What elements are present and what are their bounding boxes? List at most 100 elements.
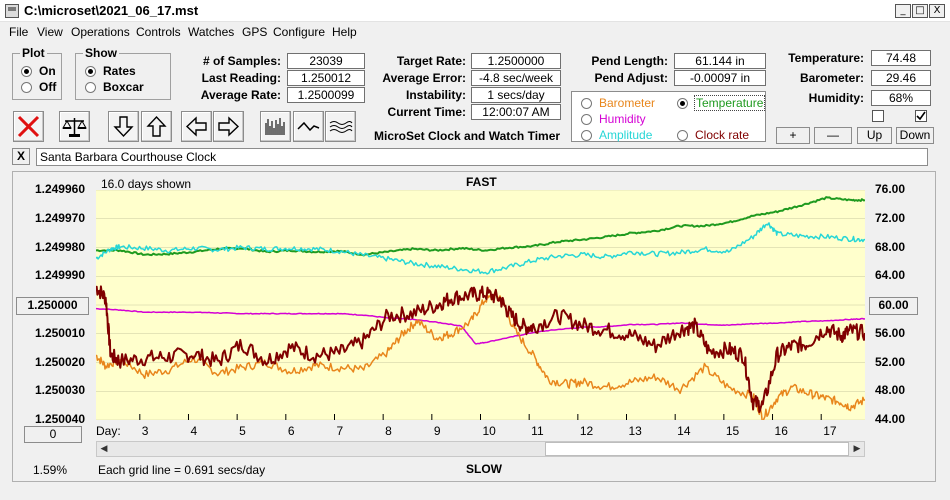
- checkbox-right[interactable]: [915, 110, 927, 122]
- x-tick-label: 5: [239, 424, 246, 438]
- y-left-tick-label: 1.250040: [34, 412, 85, 426]
- x-tick-label: 14: [677, 424, 691, 438]
- slow-label: SLOW: [466, 462, 502, 476]
- y-right-tick-label: 52.00: [875, 354, 906, 369]
- show-group-title: Show: [83, 46, 119, 60]
- wave-icon: [297, 121, 320, 132]
- menu-watches[interactable]: Watches: [188, 25, 235, 39]
- scroll-up-button[interactable]: [141, 111, 172, 142]
- series-line-humidity: [96, 307, 865, 345]
- clock-rate-radio[interactable]: [677, 130, 688, 141]
- x-tick-label: 10: [482, 424, 496, 438]
- barometer-option[interactable]: Barometer: [599, 96, 656, 110]
- minus-button[interactable]: —: [814, 127, 852, 144]
- check-icon: [916, 111, 926, 121]
- menu-help[interactable]: Help: [332, 25, 357, 39]
- scrollbar-thumb[interactable]: [545, 442, 849, 456]
- humidity-radio[interactable]: [581, 114, 592, 125]
- up-button[interactable]: Up: [857, 127, 892, 144]
- y-left-tick-label: 1.249990: [34, 268, 85, 283]
- humidity-option[interactable]: Humidity: [599, 112, 646, 126]
- barometer-radio[interactable]: [581, 98, 592, 109]
- down-button[interactable]: Down: [896, 127, 934, 144]
- series-line-clock_rate: [96, 285, 865, 413]
- scroll-right-button[interactable]: [213, 111, 244, 142]
- humidity-label: Humidity:: [808, 91, 864, 105]
- y-right-tick-label: 68.00: [875, 239, 906, 254]
- average-rate-field: 1.2500099: [287, 87, 365, 103]
- stop-icon: [17, 115, 40, 138]
- scroll-down-button[interactable]: [108, 111, 139, 142]
- humidity-field: 68%: [871, 90, 931, 106]
- x-tick-label: 3: [141, 424, 149, 438]
- menu-view[interactable]: View: [37, 25, 63, 39]
- clear-watch-button[interactable]: X: [12, 148, 30, 165]
- average-rate-label: Average Rate:: [200, 88, 281, 102]
- right-axis-center-button[interactable]: 60.00: [869, 297, 918, 315]
- barometer-label: Barometer:: [799, 71, 864, 85]
- multi-plot-button[interactable]: [325, 111, 356, 142]
- y-right-tick-label: 64.00: [875, 268, 906, 283]
- temperature-option[interactable]: Temperature: [694, 95, 766, 111]
- x-tick-label: 7: [336, 424, 344, 438]
- amplitude-option[interactable]: Amplitude: [599, 128, 653, 142]
- target-rate-label: Target Rate:: [396, 54, 466, 68]
- scroll-right-arrow-icon[interactable]: ▶: [853, 444, 861, 454]
- chart-svg: [96, 190, 865, 420]
- watch-name-input[interactable]: Santa Barbara Courthouse Clock: [36, 148, 928, 166]
- x-tick-label: 13: [628, 424, 642, 438]
- menu-gps[interactable]: GPS: [242, 25, 268, 39]
- plus-button[interactable]: +: [776, 127, 810, 144]
- chart-panel: [12, 171, 936, 482]
- x-tick-label: 6: [287, 424, 295, 438]
- x-tick-label: 15: [725, 424, 740, 438]
- series-line-temperature: [96, 196, 865, 257]
- temperature-radio[interactable]: [677, 98, 688, 109]
- close-button[interactable]: X: [929, 4, 945, 18]
- checkbox-left[interactable]: [872, 110, 884, 122]
- y-left-tick-label: 1.249980: [34, 239, 85, 254]
- series-select-panel: Barometer Temperature Humidity Amplitude…: [571, 91, 766, 142]
- percent-label: 1.59%: [33, 463, 68, 477]
- horizontal-scrollbar[interactable]: ◀ ▶: [96, 441, 865, 457]
- y-left-tick-label: 1.249970: [34, 210, 85, 225]
- series-line-barometer: [96, 292, 865, 420]
- maximize-button[interactable]: □: [912, 4, 928, 18]
- menu-controls[interactable]: Controls: [136, 25, 181, 39]
- line-plot-button[interactable]: [293, 111, 324, 142]
- scroll-left-button[interactable]: [181, 111, 212, 142]
- minimize-button[interactable]: _: [895, 4, 911, 18]
- menu-bar: File View Operations Controls Watches GP…: [0, 23, 950, 41]
- menu-configure[interactable]: Configure: [273, 25, 326, 39]
- calibrate-button[interactable]: [59, 111, 90, 142]
- scroll-left-arrow-icon[interactable]: ◀: [100, 444, 108, 454]
- histogram-button[interactable]: [260, 111, 291, 142]
- day-axis-label: Day:: [96, 424, 121, 438]
- show-rates-radio[interactable]: [85, 66, 96, 77]
- zero-button[interactable]: 0: [24, 426, 82, 443]
- y-right-tick-label: 48.00: [875, 383, 906, 398]
- stop-button[interactable]: [13, 111, 44, 142]
- amplitude-radio[interactable]: [581, 130, 592, 141]
- app-name-label: MicroSet Clock and Watch Timer: [374, 129, 561, 143]
- pend-length-field: 61.144 in: [674, 53, 766, 69]
- samples-label: # of Samples:: [202, 54, 281, 68]
- app-icon[interactable]: [5, 4, 19, 18]
- instability-label: Instability:: [405, 88, 466, 102]
- x-tick-label: 16: [774, 424, 788, 438]
- left-axis-center-button[interactable]: 1.250000: [16, 297, 89, 315]
- x-tick-label: 12: [579, 424, 594, 438]
- menu-file[interactable]: File: [9, 25, 29, 39]
- menu-operations[interactable]: Operations: [71, 25, 130, 39]
- clock-rate-option[interactable]: Clock rate: [695, 128, 750, 142]
- plot-off-radio[interactable]: [21, 82, 32, 93]
- y-left-tick-label: 1.249960: [34, 182, 85, 196]
- target-rate-field[interactable]: 1.2500000: [471, 53, 561, 69]
- plot-on-radio[interactable]: [21, 66, 32, 77]
- show-boxcar-radio[interactable]: [85, 82, 96, 93]
- fast-label: FAST: [466, 175, 497, 189]
- average-error-field: -4.8 sec/week: [471, 70, 561, 86]
- title-bar: C:\microset\2021_06_17.mst _ □ X: [0, 0, 950, 22]
- window-title: C:\microset\2021_06_17.mst: [24, 3, 199, 18]
- barometer-field: 29.46: [871, 70, 931, 86]
